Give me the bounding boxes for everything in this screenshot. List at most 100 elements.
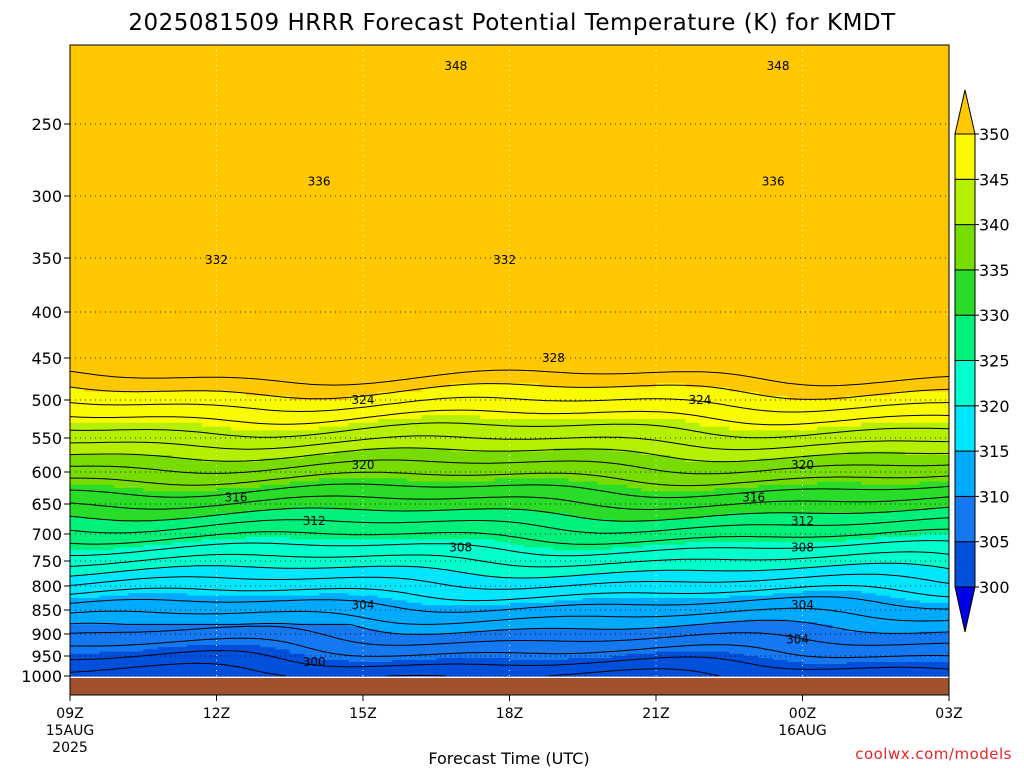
fill-cell (494, 656, 511, 659)
fill-cell (377, 374, 393, 380)
fill-cell (436, 403, 452, 409)
fill-cell (480, 214, 496, 222)
fill-cell (84, 617, 100, 621)
fill-cell (289, 525, 305, 529)
fill-cell (114, 595, 130, 599)
fill-cell (407, 167, 423, 175)
fill-cell (450, 160, 467, 168)
fill-cell (260, 494, 276, 499)
fill-cell (275, 370, 291, 376)
fill-cell (377, 662, 393, 665)
fill-cell (114, 640, 130, 644)
fill-cell (289, 174, 305, 183)
fill-cell (231, 438, 247, 442)
fill-cell (172, 465, 188, 470)
fill-cell (392, 488, 408, 492)
fill-cell (70, 534, 86, 538)
fill-cell (480, 138, 496, 147)
fill-cell (436, 306, 452, 313)
fill-cell (421, 640, 437, 644)
fill-cell (84, 528, 100, 532)
fill-cell (421, 558, 437, 562)
fill-cell (363, 101, 379, 110)
fill-cell (157, 430, 174, 435)
fill-cell (231, 550, 247, 554)
fill-cell (187, 484, 203, 489)
fill-cell (494, 419, 511, 424)
fill-cell (275, 383, 291, 388)
fill-cell (187, 563, 203, 567)
fill-cell (480, 116, 496, 125)
fill-cell (114, 438, 130, 442)
fill-cell (377, 510, 393, 514)
fill-cell (172, 274, 188, 281)
fill-cell (245, 415, 261, 420)
fill-cell (480, 370, 496, 376)
fill-cell (348, 86, 364, 95)
fill-cell (70, 152, 86, 161)
fill-cell (84, 430, 100, 435)
fill-cell (450, 285, 467, 291)
fill-cell (172, 344, 188, 350)
fill-cell (494, 660, 511, 663)
fill-cell (289, 590, 305, 594)
fill-cell (392, 573, 408, 577)
fill-cell (114, 306, 130, 313)
fill-cell (187, 629, 203, 633)
fill-cell (114, 534, 130, 538)
fill-cell (319, 610, 335, 613)
fill-cell (187, 528, 203, 532)
fill-cell (143, 78, 159, 87)
fill-cell (275, 653, 291, 657)
fill-cell (84, 444, 100, 449)
fill-cell (187, 387, 203, 393)
fill-cell (407, 438, 423, 442)
fill-cell (128, 516, 144, 520)
fill-cell (348, 208, 364, 216)
fill-cell (143, 152, 159, 161)
fill-cell (421, 448, 437, 453)
fill-cell (143, 160, 159, 168)
fill-cell (201, 586, 218, 589)
fill-cell (348, 258, 364, 264)
fill-cell (392, 138, 408, 147)
fill-cell (465, 624, 481, 628)
fill-cell (172, 593, 188, 597)
fill-cell (114, 571, 130, 575)
fill-cell (304, 348, 320, 354)
fill-cell (392, 636, 408, 639)
fill-cell (494, 653, 511, 657)
fill-cell (377, 335, 393, 341)
fill-cell (245, 590, 261, 594)
fill-cell (421, 547, 437, 551)
fill-cell (128, 617, 144, 621)
fill-cell (157, 516, 174, 520)
fill-cell (157, 497, 174, 502)
fill-cell (70, 383, 86, 388)
fill-cell (509, 131, 525, 139)
fill-cell (436, 330, 452, 336)
fill-cell (363, 561, 379, 565)
fill-cell (260, 664, 276, 667)
fill-cell (392, 656, 408, 659)
fill-cell (172, 227, 188, 234)
fill-cell (304, 208, 320, 216)
fill-cell (377, 478, 393, 483)
fill-cell (275, 181, 291, 190)
fill-cell (333, 619, 349, 623)
fill-cell (289, 321, 305, 327)
fill-cell (348, 268, 364, 275)
fill-cell (465, 400, 481, 405)
fill-cell (231, 45, 247, 49)
fill-cell (128, 78, 144, 87)
fill-cell (201, 116, 218, 125)
fill-cell (216, 593, 232, 597)
fill-cell (231, 555, 247, 559)
fill-cell (348, 550, 364, 554)
fill-cell (450, 290, 467, 297)
fill-cell (319, 116, 335, 125)
fill-cell (157, 312, 174, 318)
fill-cell (450, 188, 467, 197)
fill-cell (333, 45, 349, 49)
fill-cell (187, 208, 203, 216)
